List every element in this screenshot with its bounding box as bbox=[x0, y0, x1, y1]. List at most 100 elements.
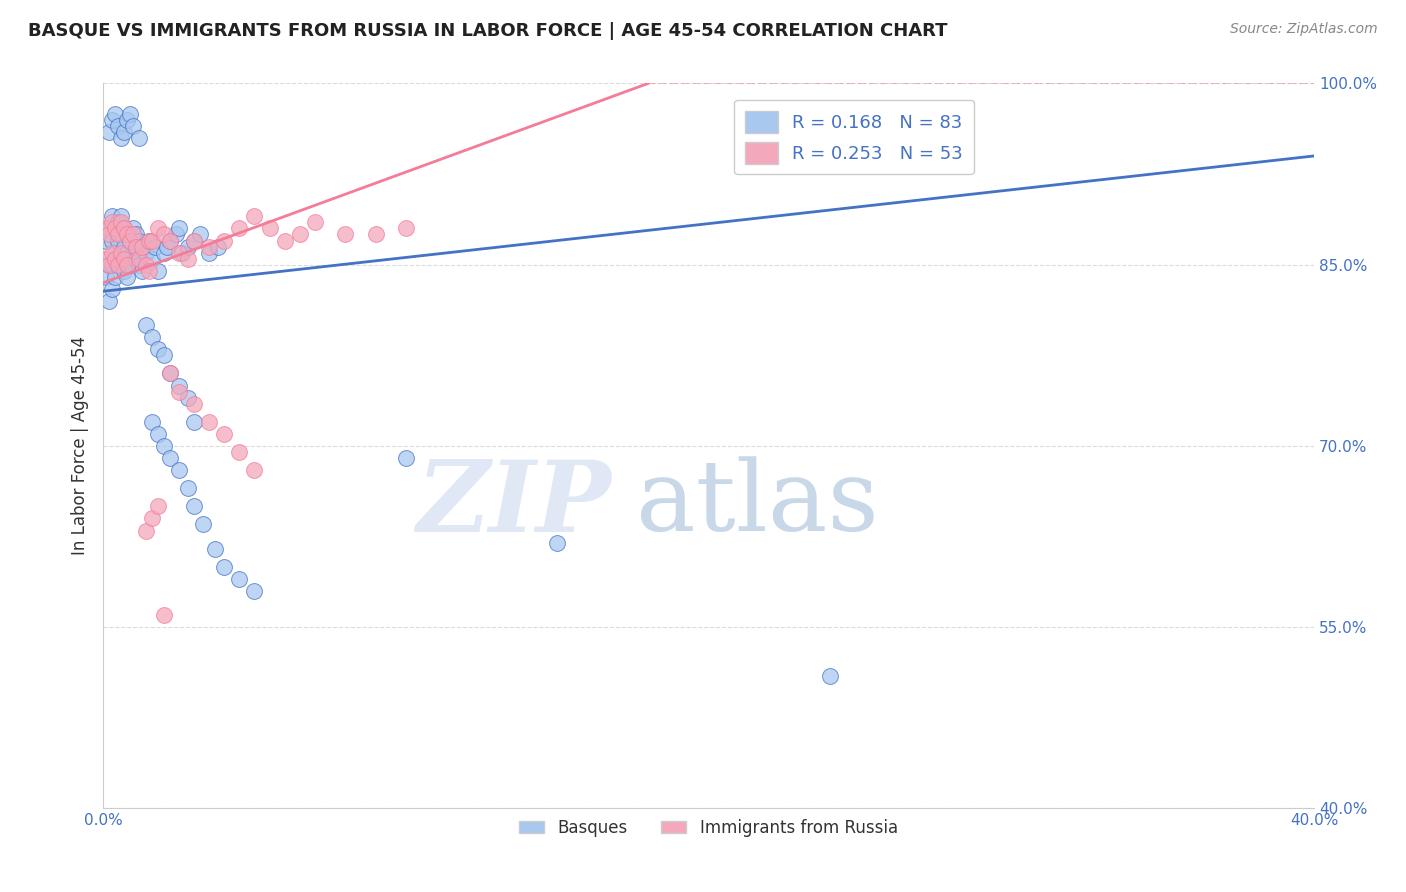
Point bbox=[112, 252, 135, 266]
Point bbox=[104, 106, 127, 120]
Point bbox=[122, 119, 145, 133]
Point bbox=[104, 221, 127, 235]
Point bbox=[117, 269, 139, 284]
Point bbox=[364, 227, 387, 242]
Point bbox=[183, 500, 205, 514]
Point bbox=[818, 668, 841, 682]
Point bbox=[167, 245, 190, 260]
Point bbox=[167, 463, 190, 477]
Point bbox=[112, 221, 135, 235]
Point bbox=[304, 215, 326, 229]
Point bbox=[101, 215, 124, 229]
Point bbox=[107, 258, 129, 272]
Point bbox=[125, 252, 148, 266]
Point bbox=[198, 415, 221, 429]
Point bbox=[120, 258, 142, 272]
Point bbox=[117, 227, 139, 242]
Point bbox=[128, 234, 150, 248]
Point bbox=[335, 227, 357, 242]
Point bbox=[204, 541, 226, 556]
Point bbox=[228, 445, 250, 459]
Point bbox=[212, 559, 235, 574]
Point bbox=[141, 330, 163, 344]
Point bbox=[96, 252, 118, 266]
Point bbox=[152, 348, 174, 362]
Point bbox=[107, 227, 129, 242]
Point bbox=[107, 258, 129, 272]
Point bbox=[122, 221, 145, 235]
Point bbox=[120, 234, 142, 248]
Point bbox=[101, 234, 124, 248]
Point bbox=[159, 367, 181, 381]
Point bbox=[98, 221, 121, 235]
Point bbox=[274, 234, 297, 248]
Point bbox=[125, 227, 148, 242]
Text: ZIP: ZIP bbox=[416, 456, 612, 552]
Point bbox=[183, 234, 205, 248]
Point bbox=[198, 245, 221, 260]
Point bbox=[141, 234, 163, 248]
Point bbox=[152, 245, 174, 260]
Point bbox=[146, 264, 169, 278]
Point bbox=[134, 524, 156, 538]
Point bbox=[110, 210, 132, 224]
Point bbox=[177, 481, 200, 495]
Point bbox=[128, 258, 150, 272]
Point bbox=[138, 234, 160, 248]
Point bbox=[259, 221, 281, 235]
Point bbox=[177, 391, 200, 405]
Point bbox=[117, 227, 139, 242]
Point bbox=[207, 239, 229, 253]
Point bbox=[546, 535, 568, 549]
Point bbox=[198, 239, 221, 253]
Point bbox=[128, 131, 150, 145]
Point bbox=[243, 463, 266, 477]
Point bbox=[183, 415, 205, 429]
Text: Source: ZipAtlas.com: Source: ZipAtlas.com bbox=[1230, 22, 1378, 37]
Point bbox=[165, 227, 187, 242]
Point bbox=[141, 252, 163, 266]
Point bbox=[159, 367, 181, 381]
Point bbox=[159, 234, 181, 248]
Text: atlas: atlas bbox=[636, 456, 879, 552]
Point bbox=[110, 227, 132, 242]
Point bbox=[243, 583, 266, 598]
Point bbox=[131, 239, 153, 253]
Point bbox=[131, 264, 153, 278]
Point bbox=[152, 439, 174, 453]
Point bbox=[138, 234, 160, 248]
Point bbox=[134, 318, 156, 332]
Point bbox=[122, 245, 145, 260]
Point bbox=[177, 252, 200, 266]
Point bbox=[152, 608, 174, 623]
Point bbox=[156, 239, 179, 253]
Point bbox=[96, 269, 118, 284]
Point bbox=[395, 221, 418, 235]
Point bbox=[112, 221, 135, 235]
Text: BASQUE VS IMMIGRANTS FROM RUSSIA IN LABOR FORCE | AGE 45-54 CORRELATION CHART: BASQUE VS IMMIGRANTS FROM RUSSIA IN LABO… bbox=[28, 22, 948, 40]
Point bbox=[138, 264, 160, 278]
Point bbox=[112, 239, 135, 253]
Point bbox=[101, 245, 124, 260]
Point bbox=[120, 234, 142, 248]
Point bbox=[104, 221, 127, 235]
Point bbox=[228, 221, 250, 235]
Point bbox=[96, 234, 118, 248]
Point bbox=[288, 227, 311, 242]
Point bbox=[101, 112, 124, 127]
Point bbox=[143, 239, 166, 253]
Point bbox=[141, 511, 163, 525]
Point bbox=[177, 239, 200, 253]
Point bbox=[131, 239, 153, 253]
Point bbox=[128, 252, 150, 266]
Point bbox=[188, 227, 211, 242]
Point bbox=[101, 210, 124, 224]
Point bbox=[159, 234, 181, 248]
Point bbox=[167, 384, 190, 399]
Point bbox=[110, 131, 132, 145]
Point bbox=[110, 252, 132, 266]
Point bbox=[112, 264, 135, 278]
Point bbox=[117, 112, 139, 127]
Point bbox=[152, 227, 174, 242]
Point bbox=[183, 397, 205, 411]
